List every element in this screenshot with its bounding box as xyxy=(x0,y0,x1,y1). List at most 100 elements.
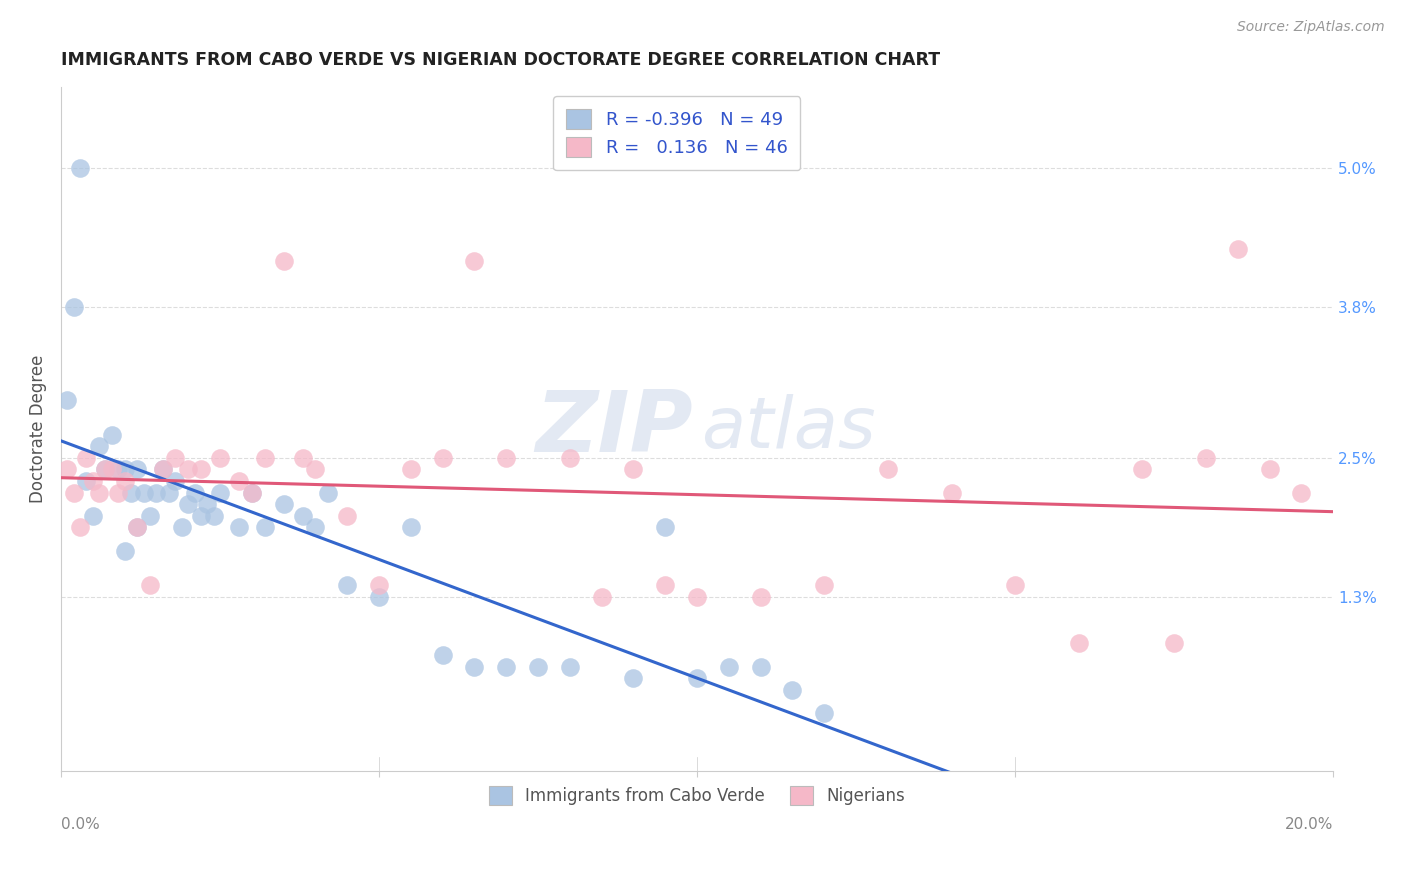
Point xyxy=(1226,242,1249,256)
Point xyxy=(75,450,97,465)
Point xyxy=(432,450,454,465)
Point xyxy=(62,300,84,314)
Point xyxy=(527,659,550,673)
Point xyxy=(623,671,645,685)
Point xyxy=(368,578,391,592)
Point xyxy=(316,485,339,500)
Point xyxy=(1258,462,1281,476)
Point xyxy=(291,450,314,465)
Point xyxy=(877,462,900,476)
Point xyxy=(558,659,581,673)
Point xyxy=(1130,462,1153,476)
Point xyxy=(56,462,79,476)
Point xyxy=(132,485,155,500)
Text: Source: ZipAtlas.com: Source: ZipAtlas.com xyxy=(1237,20,1385,34)
Point xyxy=(291,508,314,523)
Point xyxy=(253,520,276,534)
Point xyxy=(195,497,218,511)
Point xyxy=(152,462,174,476)
Point xyxy=(591,590,613,604)
Point xyxy=(304,520,326,534)
Point xyxy=(202,508,225,523)
Point xyxy=(495,450,517,465)
Point xyxy=(127,520,149,534)
Point xyxy=(304,462,326,476)
Point xyxy=(432,648,454,662)
Point xyxy=(273,253,295,268)
Point xyxy=(686,590,709,604)
Point xyxy=(69,520,91,534)
Point xyxy=(558,450,581,465)
Point xyxy=(654,520,676,534)
Point xyxy=(56,392,79,407)
Point xyxy=(101,427,124,442)
Text: 0.0%: 0.0% xyxy=(60,817,100,832)
Point xyxy=(463,253,485,268)
Point xyxy=(717,659,740,673)
Point xyxy=(183,485,205,500)
Text: atlas: atlas xyxy=(702,394,876,463)
Point xyxy=(101,462,124,476)
Point xyxy=(208,450,231,465)
Point xyxy=(1004,578,1026,592)
Point xyxy=(208,485,231,500)
Point xyxy=(399,462,422,476)
Point xyxy=(152,462,174,476)
Point xyxy=(177,497,200,511)
Point xyxy=(94,462,117,476)
Point xyxy=(157,485,180,500)
Point xyxy=(228,520,250,534)
Point xyxy=(240,485,263,500)
Text: IMMIGRANTS FROM CABO VERDE VS NIGERIAN DOCTORATE DEGREE CORRELATION CHART: IMMIGRANTS FROM CABO VERDE VS NIGERIAN D… xyxy=(60,51,941,69)
Point xyxy=(62,485,84,500)
Point xyxy=(120,485,142,500)
Point xyxy=(190,508,212,523)
Point xyxy=(107,462,129,476)
Point xyxy=(139,578,162,592)
Point xyxy=(253,450,276,465)
Point xyxy=(82,474,104,488)
Point xyxy=(228,474,250,488)
Point xyxy=(336,508,359,523)
Point xyxy=(1067,636,1090,650)
Point xyxy=(1195,450,1218,465)
Point xyxy=(686,671,709,685)
Point xyxy=(107,485,129,500)
Point xyxy=(165,474,187,488)
Point xyxy=(114,462,136,476)
Point xyxy=(1163,636,1185,650)
Point xyxy=(654,578,676,592)
Point xyxy=(813,578,835,592)
Point xyxy=(336,578,359,592)
Point xyxy=(782,682,804,697)
Point xyxy=(813,706,835,720)
Point xyxy=(240,485,263,500)
Point xyxy=(623,462,645,476)
Point xyxy=(114,474,136,488)
Point xyxy=(495,659,517,673)
Point xyxy=(399,520,422,534)
Point xyxy=(273,497,295,511)
Point xyxy=(941,485,963,500)
Point xyxy=(165,450,187,465)
Point xyxy=(368,590,391,604)
Point xyxy=(82,508,104,523)
Point xyxy=(114,543,136,558)
Point xyxy=(127,462,149,476)
Point xyxy=(75,474,97,488)
Point xyxy=(1291,485,1313,500)
Point xyxy=(94,462,117,476)
Legend: Immigrants from Cabo Verde, Nigerians: Immigrants from Cabo Verde, Nigerians xyxy=(481,778,914,814)
Point xyxy=(139,508,162,523)
Point xyxy=(145,485,167,500)
Point xyxy=(177,462,200,476)
Y-axis label: Doctorate Degree: Doctorate Degree xyxy=(30,355,46,503)
Point xyxy=(190,462,212,476)
Text: 20.0%: 20.0% xyxy=(1285,817,1333,832)
Point xyxy=(463,659,485,673)
Point xyxy=(749,590,772,604)
Point xyxy=(87,439,110,453)
Point xyxy=(87,485,110,500)
Point xyxy=(69,161,91,175)
Point xyxy=(749,659,772,673)
